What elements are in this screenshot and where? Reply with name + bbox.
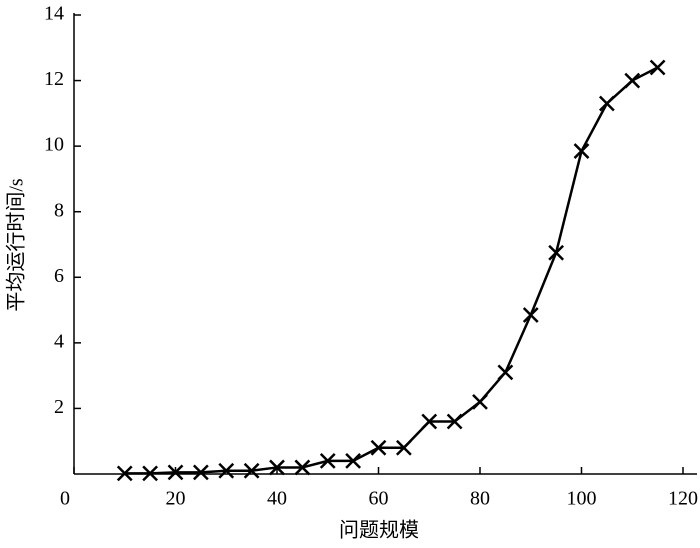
x-marker	[497, 364, 514, 381]
x-tick-label: 0	[60, 488, 70, 510]
x-marker	[370, 439, 387, 456]
x-marker	[243, 462, 260, 479]
y-tick-label: 2	[54, 396, 64, 418]
x-marker	[345, 453, 362, 469]
x-marker	[598, 95, 615, 112]
x-tick-label: 20	[166, 488, 186, 510]
x-marker	[573, 143, 590, 159]
x-marker	[395, 439, 412, 456]
series-line	[124, 66, 659, 475]
x-axis-label: 问题规模	[339, 519, 419, 542]
x-marker	[522, 307, 539, 323]
y-tick-label: 6	[54, 265, 64, 287]
x-marker	[294, 459, 311, 476]
y-tick-label: 8	[54, 199, 64, 221]
x-marker	[269, 459, 285, 476]
x-tick-label: 100	[567, 488, 597, 510]
y-tick-label: 10	[44, 134, 64, 156]
x-marker	[421, 413, 438, 430]
x-tick-label: 60	[369, 488, 389, 510]
x-marker	[167, 464, 184, 481]
x-marker	[319, 453, 336, 469]
y-axis-label: 平均运行时间/s	[5, 178, 28, 312]
x-marker	[116, 465, 133, 482]
x-marker	[649, 59, 666, 76]
y-tick-label: 14	[44, 3, 64, 25]
x-marker	[548, 244, 565, 261]
y-tick-label: 4	[54, 330, 64, 352]
x-marker	[472, 393, 488, 410]
x-marker	[142, 465, 159, 482]
y-tick-label: 12	[44, 68, 64, 90]
x-tick-label: 80	[470, 488, 490, 510]
x-marker	[218, 462, 235, 479]
x-marker	[192, 464, 209, 481]
x-tick-label: 40	[267, 488, 287, 510]
x-marker	[446, 413, 463, 430]
x-tick-label: 120	[668, 488, 698, 510]
x-marker	[624, 72, 641, 89]
